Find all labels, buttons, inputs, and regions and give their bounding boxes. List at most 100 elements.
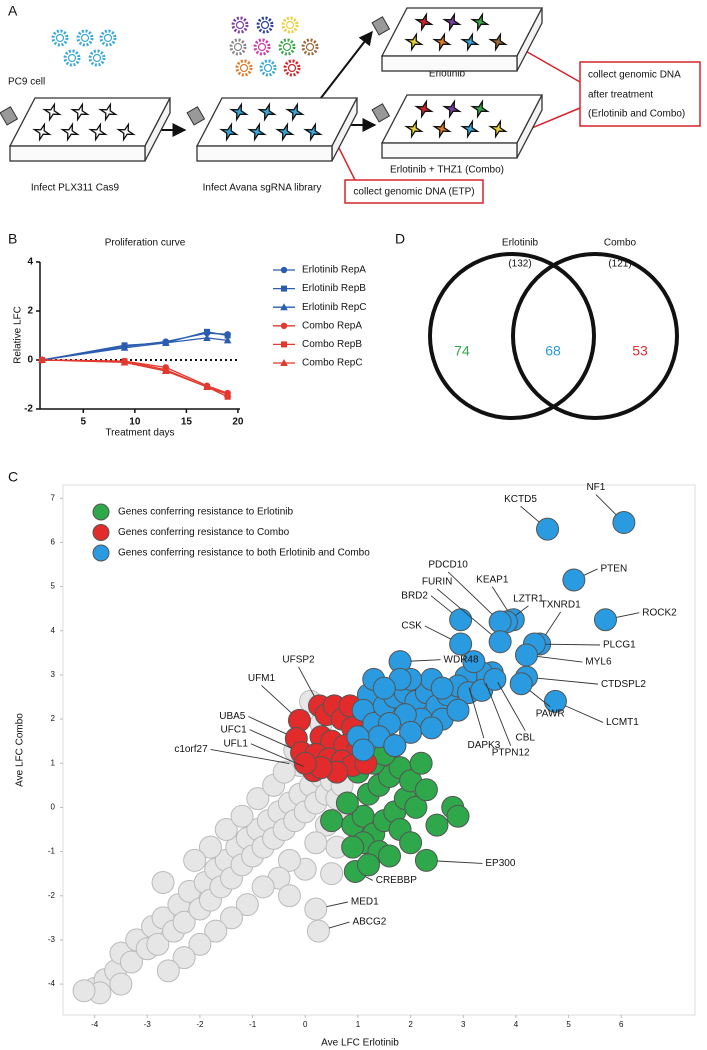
virus-icon [305, 42, 315, 52]
cell-icon [275, 122, 295, 142]
leader-line [411, 659, 441, 662]
data-point [277, 848, 301, 872]
data-point [414, 778, 438, 802]
data-point [304, 831, 328, 855]
leader-line [565, 705, 604, 723]
cell-icon [116, 122, 136, 142]
point-label: LZTR1 [513, 594, 544, 605]
panel-label: B [8, 231, 17, 247]
series-line [42, 359, 228, 398]
data-point [430, 676, 454, 700]
data-point [562, 568, 586, 592]
virus-icon [259, 59, 277, 77]
data-point [414, 848, 438, 872]
data-point [72, 979, 96, 1003]
leader-line [326, 901, 348, 908]
virus-icon [283, 59, 301, 77]
point-label: UFL1 [223, 738, 248, 749]
leader-line [248, 716, 287, 735]
set-name: Combo [604, 238, 637, 249]
plate-cap [371, 103, 391, 123]
y-tick-label: 5 [51, 582, 56, 591]
y-tick-label: 1 [51, 758, 56, 767]
series-line [42, 359, 228, 395]
point-label: WDR48 [444, 654, 479, 665]
data-point [483, 667, 507, 691]
virus-icon [103, 33, 113, 43]
plate-front [9, 145, 146, 162]
leader-line [424, 625, 452, 640]
treatment-label: Erlotinib [429, 69, 466, 80]
virus-icon [229, 38, 247, 56]
data-point [462, 650, 486, 674]
data-point [251, 875, 275, 899]
point-label: PTPN12 [492, 747, 530, 758]
region-count: 74 [454, 343, 470, 359]
data-point [351, 738, 375, 762]
cell-icon [460, 119, 480, 139]
plate-top [380, 94, 544, 144]
virus-icon [51, 29, 69, 47]
x-tick-label: 2 [408, 1020, 413, 1029]
y-tick-label: 3 [51, 670, 56, 679]
y-axis-label: Ave LFC Combo [15, 713, 26, 787]
leader-line [249, 729, 292, 749]
virus-icon [287, 63, 297, 73]
virus-icon [256, 16, 274, 34]
x-tick-label: -3 [144, 1020, 152, 1029]
leader-line [491, 586, 508, 611]
virus-icon [235, 59, 253, 77]
virus-icon [235, 20, 245, 30]
marker [203, 333, 211, 341]
point-label: UFC1 [221, 724, 248, 735]
point-label: NF1 [586, 482, 605, 493]
marker [223, 336, 232, 344]
legend-label: Combo RepA [302, 320, 362, 331]
point-label: KCTD5 [504, 494, 537, 505]
legend-marker [92, 544, 110, 562]
data-point [304, 897, 328, 921]
connector [337, 145, 356, 181]
data-point [119, 950, 143, 974]
marker [223, 390, 232, 398]
point-label: PLCG1 [603, 640, 636, 651]
x-tick-label: 20 [232, 417, 244, 428]
cell-icon [247, 122, 267, 142]
cell-icon [432, 32, 452, 52]
plate-front [381, 55, 518, 72]
cell-icon [404, 119, 424, 139]
cell-icon [257, 102, 277, 122]
cell-icon [442, 99, 462, 119]
data-point [372, 676, 396, 700]
y-tick-label: 2 [27, 306, 33, 317]
cell-icon [432, 119, 452, 139]
legend-marker [280, 303, 288, 311]
y-tick-label: 4 [27, 257, 33, 268]
data-point [420, 716, 444, 740]
marker [161, 338, 170, 346]
leader-line [497, 682, 526, 731]
x-tick-label: 3 [461, 1020, 466, 1029]
point-label: LCMT1 [606, 717, 639, 728]
virus-icon [231, 16, 249, 34]
plate-top [8, 97, 172, 147]
note-text: collect genomic DNA (ETP) [353, 187, 474, 198]
data-point [156, 959, 180, 983]
panel-label: D [395, 231, 405, 247]
step-label: Infect Avana sgRNA library [203, 183, 322, 194]
virus-icon [80, 33, 90, 43]
leader-line [616, 612, 640, 618]
leader-line [298, 666, 315, 697]
note-box [344, 179, 484, 204]
legend-label: Erlotinib RepB [302, 283, 366, 294]
leader-line [537, 655, 583, 663]
legend-marker [280, 322, 288, 329]
cell-icon [470, 12, 490, 32]
x-tick-label: 5 [81, 417, 87, 428]
marker [224, 332, 231, 339]
point-label: KEAP1 [476, 574, 509, 585]
virus-icon [257, 42, 267, 52]
point-label: EP300 [485, 858, 515, 869]
set-circle [511, 252, 679, 420]
